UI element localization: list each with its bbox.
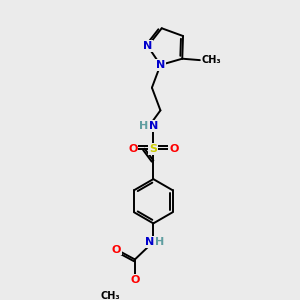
Text: O: O bbox=[128, 144, 138, 154]
Text: O: O bbox=[112, 244, 121, 254]
Text: S: S bbox=[149, 144, 157, 154]
Text: N: N bbox=[156, 60, 165, 70]
Text: N: N bbox=[145, 237, 154, 247]
Text: CH₃: CH₃ bbox=[202, 55, 221, 65]
Text: N: N bbox=[143, 41, 152, 51]
Text: CH₃: CH₃ bbox=[100, 290, 120, 300]
Text: H: H bbox=[139, 121, 148, 131]
Text: H: H bbox=[155, 237, 164, 247]
Text: O: O bbox=[169, 144, 178, 154]
Text: N: N bbox=[149, 121, 158, 131]
Text: O: O bbox=[130, 275, 140, 285]
